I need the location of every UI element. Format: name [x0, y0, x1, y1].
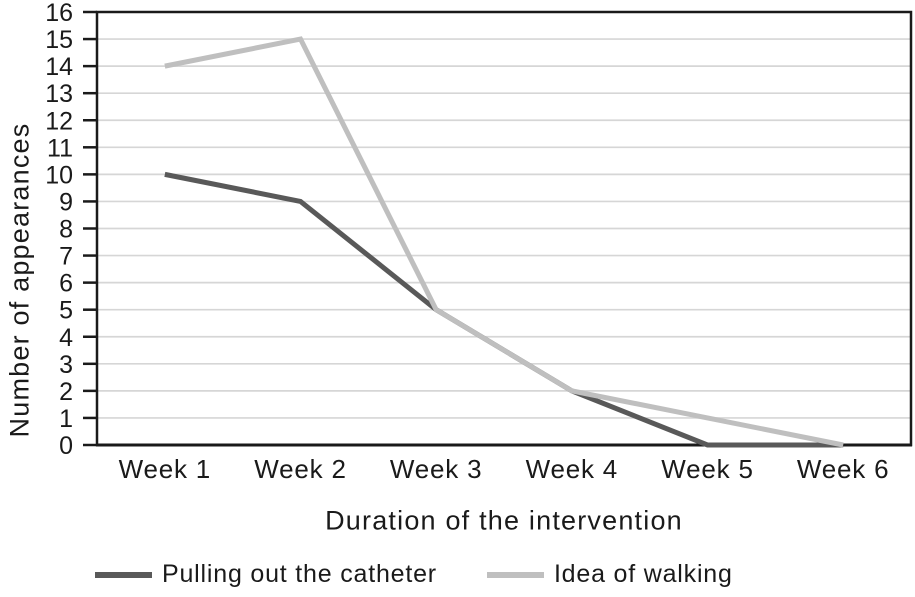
y-tick-label: 10 [45, 161, 73, 189]
legend-item-idea-of-walking: Idea of walking [486, 560, 733, 589]
x-tick-label: Week 6 [797, 454, 889, 484]
y-tick-label: 3 [59, 351, 73, 379]
y-tick-label: 14 [45, 53, 73, 81]
legend-item-pulling-out-the-catheter: Pulling out the catheter [95, 560, 437, 589]
x-tick-label: Week 1 [119, 454, 211, 484]
y-tick-label: 6 [59, 270, 73, 298]
x-tick-label: Week 2 [254, 454, 346, 484]
legend-swatch-dark-line [95, 571, 152, 578]
legend-label: Pulling out the catheter [162, 560, 437, 588]
legend-label: Idea of walking [553, 560, 733, 588]
legend-swatch-light-line [486, 571, 544, 578]
y-axis-title: Number of appearances [4, 122, 35, 438]
y-tick-label: 15 [45, 26, 73, 54]
y-tick-label: 13 [45, 80, 73, 108]
legend: Pulling out the catheter Idea of walking [95, 560, 733, 589]
y-tick-label: 2 [59, 378, 73, 406]
y-tick-label: 7 [59, 243, 73, 271]
y-tick-label: 4 [59, 324, 73, 352]
series-line-1 [164, 36, 844, 448]
y-tick-label: 11 [47, 134, 73, 162]
y-tick-label: 5 [59, 297, 73, 325]
x-tick-label: Week 3 [390, 454, 482, 484]
y-tick-label: 1 [59, 405, 73, 433]
x-tick-label: Week 5 [661, 454, 753, 484]
y-tick-label: 8 [59, 216, 73, 244]
y-tick-label: 9 [59, 188, 73, 216]
y-tick-label: 12 [45, 107, 73, 135]
x-tick-label: Week 4 [526, 454, 618, 484]
x-axis-title: Duration of the intervention [325, 505, 683, 536]
y-tick-label: 0 [59, 432, 73, 460]
y-tick-label: 16 [45, 0, 73, 27]
